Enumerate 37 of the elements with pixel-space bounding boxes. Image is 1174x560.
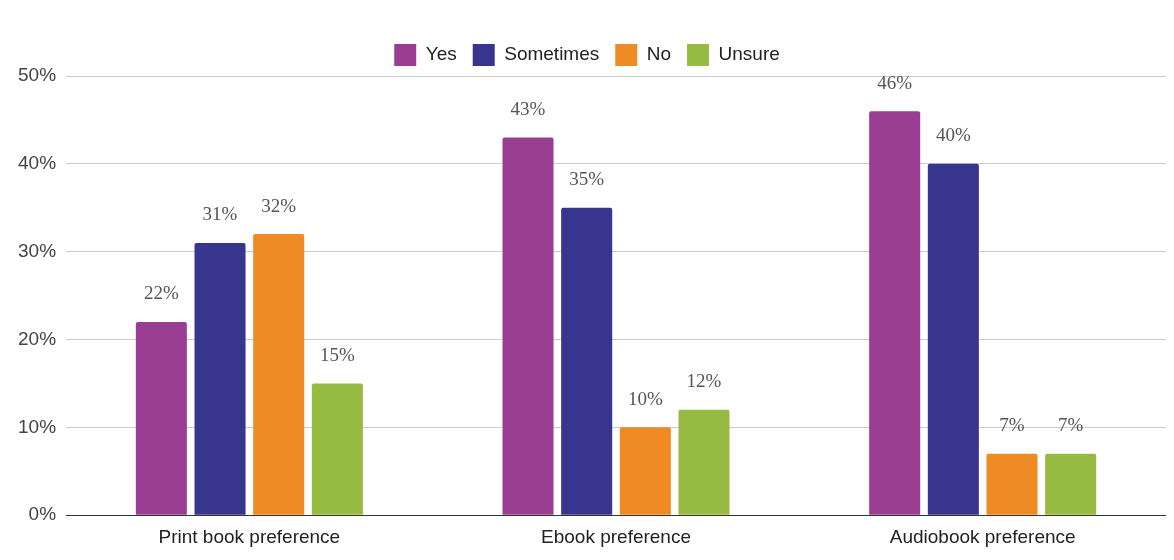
bar [194, 242, 246, 515]
bar [311, 383, 363, 515]
y-tick-label: 10% [18, 415, 57, 437]
data-label: 32% [261, 194, 297, 216]
bar [619, 427, 671, 515]
bar [869, 111, 921, 515]
bar [1045, 453, 1097, 515]
data-label: 31% [202, 203, 238, 225]
bar [986, 453, 1038, 515]
bar [927, 163, 979, 515]
bar [253, 234, 305, 515]
y-tick-label: 0% [28, 503, 57, 525]
legend-label: Yes [425, 43, 457, 65]
data-label: 7% [1058, 414, 1084, 436]
legend-label: Sometimes [504, 43, 600, 65]
y-tick-label: 20% [18, 327, 57, 349]
bar [135, 321, 187, 515]
data-label: 15% [319, 343, 355, 365]
y-tick-label: 30% [18, 239, 57, 261]
bar [678, 409, 730, 515]
data-label: 22% [143, 282, 179, 304]
data-label: 10% [627, 387, 663, 409]
bar [561, 207, 613, 515]
data-label: 46% [877, 71, 913, 93]
x-tick-label: Print book preference [158, 525, 341, 547]
legend-label: No [646, 43, 672, 65]
legend-label: Unsure [718, 43, 780, 65]
data-label: 43% [510, 97, 546, 119]
bar [502, 137, 554, 515]
data-label: 35% [569, 168, 605, 190]
data-label: 40% [935, 124, 971, 146]
x-tick-label: Audiobook preference [889, 525, 1076, 547]
x-tick-label: Ebook preference [541, 525, 692, 547]
data-label: 12% [686, 370, 722, 392]
y-tick-label: 40% [18, 152, 57, 174]
data-label: 7% [999, 414, 1025, 436]
y-tick-label: 50% [18, 64, 57, 86]
